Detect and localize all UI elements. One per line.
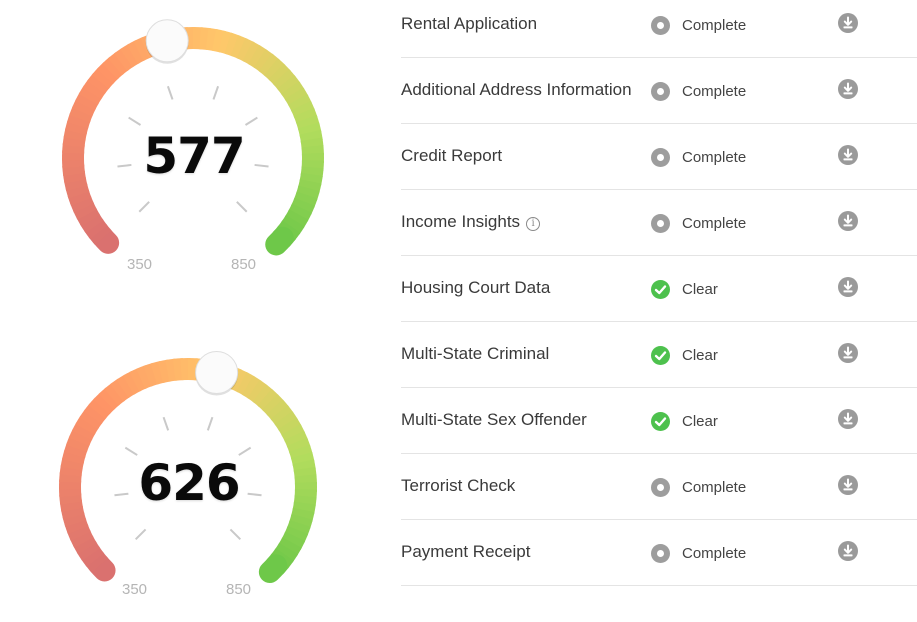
radio-dot-icon xyxy=(651,16,670,35)
gauge-knob xyxy=(145,19,189,63)
credit-score-gauge-1: 577 350 850 xyxy=(0,0,380,300)
gauge-tick xyxy=(162,416,170,431)
gauge-tick xyxy=(212,85,220,100)
report-row: Additional Address Information Complete xyxy=(401,58,917,124)
download-icon[interactable] xyxy=(838,409,858,429)
report-row: Income Insights i Complete xyxy=(401,190,917,256)
report-name: Credit Report xyxy=(401,146,503,165)
report-name: Income Insights i xyxy=(401,212,541,232)
report-name: Payment Receipt xyxy=(401,542,531,561)
download-icon[interactable] xyxy=(838,211,858,231)
status-label: Complete xyxy=(682,215,747,232)
gauge-tick xyxy=(124,446,138,456)
gauge-arc xyxy=(58,351,317,583)
gauge-tick xyxy=(134,528,147,541)
gauge-tick xyxy=(229,528,242,541)
status-label: Clear xyxy=(682,413,718,430)
gauge-tick xyxy=(236,201,248,213)
report-row: Terrorist Check Complete xyxy=(401,454,917,520)
gauge-tick xyxy=(206,416,214,431)
check-circle-icon xyxy=(651,346,670,365)
status-label: Clear xyxy=(682,281,718,298)
report-name: Multi-State Criminal xyxy=(401,344,550,363)
gauge-tick xyxy=(244,116,258,126)
report-name: Terrorist Check xyxy=(401,476,516,495)
score-value: 626 xyxy=(138,454,240,512)
report-row: Multi-State Criminal Clear xyxy=(401,322,917,388)
range-max-label: 850 xyxy=(231,256,257,273)
radio-dot-icon xyxy=(651,148,670,167)
status-label: Complete xyxy=(682,17,747,34)
report-row: Credit Report Complete xyxy=(401,124,917,190)
credit-score-gauge-2: 626 350 850 xyxy=(0,330,380,620)
radio-dot-icon xyxy=(651,478,670,497)
range-min-label: 350 xyxy=(127,256,153,273)
report-row: Rental Application Complete xyxy=(401,0,917,58)
status-label: Complete xyxy=(682,545,747,562)
info-icon[interactable]: i xyxy=(526,217,541,231)
gauge-knob xyxy=(195,351,239,395)
gauge-arc-segment xyxy=(265,226,294,256)
gauge-tick xyxy=(166,85,174,100)
score-value: 577 xyxy=(143,127,245,185)
download-icon[interactable] xyxy=(838,145,858,165)
range-min-label: 350 xyxy=(122,581,148,598)
gauge-arc xyxy=(61,19,325,256)
check-circle-icon xyxy=(651,280,670,299)
check-circle-icon xyxy=(651,412,670,431)
report-name: Additional Address Information xyxy=(401,80,632,99)
status-label: Complete xyxy=(682,149,747,166)
report-name: Rental Application xyxy=(401,14,538,33)
download-icon[interactable] xyxy=(838,541,858,561)
radio-dot-icon xyxy=(651,544,670,563)
download-icon[interactable] xyxy=(838,343,858,363)
gauge-tick xyxy=(238,446,252,456)
status-label: Complete xyxy=(682,479,747,496)
status-label: Complete xyxy=(682,83,747,100)
gauge-tick xyxy=(114,492,129,497)
report-row: Payment Receipt Complete xyxy=(401,520,917,586)
gauge-arc-segment xyxy=(258,554,288,583)
gauge-tick xyxy=(254,163,269,168)
radio-dot-icon xyxy=(651,82,670,101)
gauge-tick xyxy=(128,116,142,126)
download-icon[interactable] xyxy=(838,277,858,297)
download-icon[interactable] xyxy=(838,475,858,495)
download-icon[interactable] xyxy=(838,79,858,99)
report-row: Multi-State Sex Offender Clear xyxy=(401,388,917,454)
radio-dot-icon xyxy=(651,214,670,233)
range-max-label: 850 xyxy=(226,581,252,598)
gauge-tick xyxy=(138,201,150,213)
report-name: Housing Court Data xyxy=(401,278,551,297)
status-label: Clear xyxy=(682,347,718,364)
report-name: Multi-State Sex Offender xyxy=(401,410,587,429)
gauge-tick xyxy=(247,492,262,497)
report-row: Housing Court Data Clear xyxy=(401,256,917,322)
download-icon[interactable] xyxy=(838,13,858,33)
gauge-tick xyxy=(117,163,132,168)
